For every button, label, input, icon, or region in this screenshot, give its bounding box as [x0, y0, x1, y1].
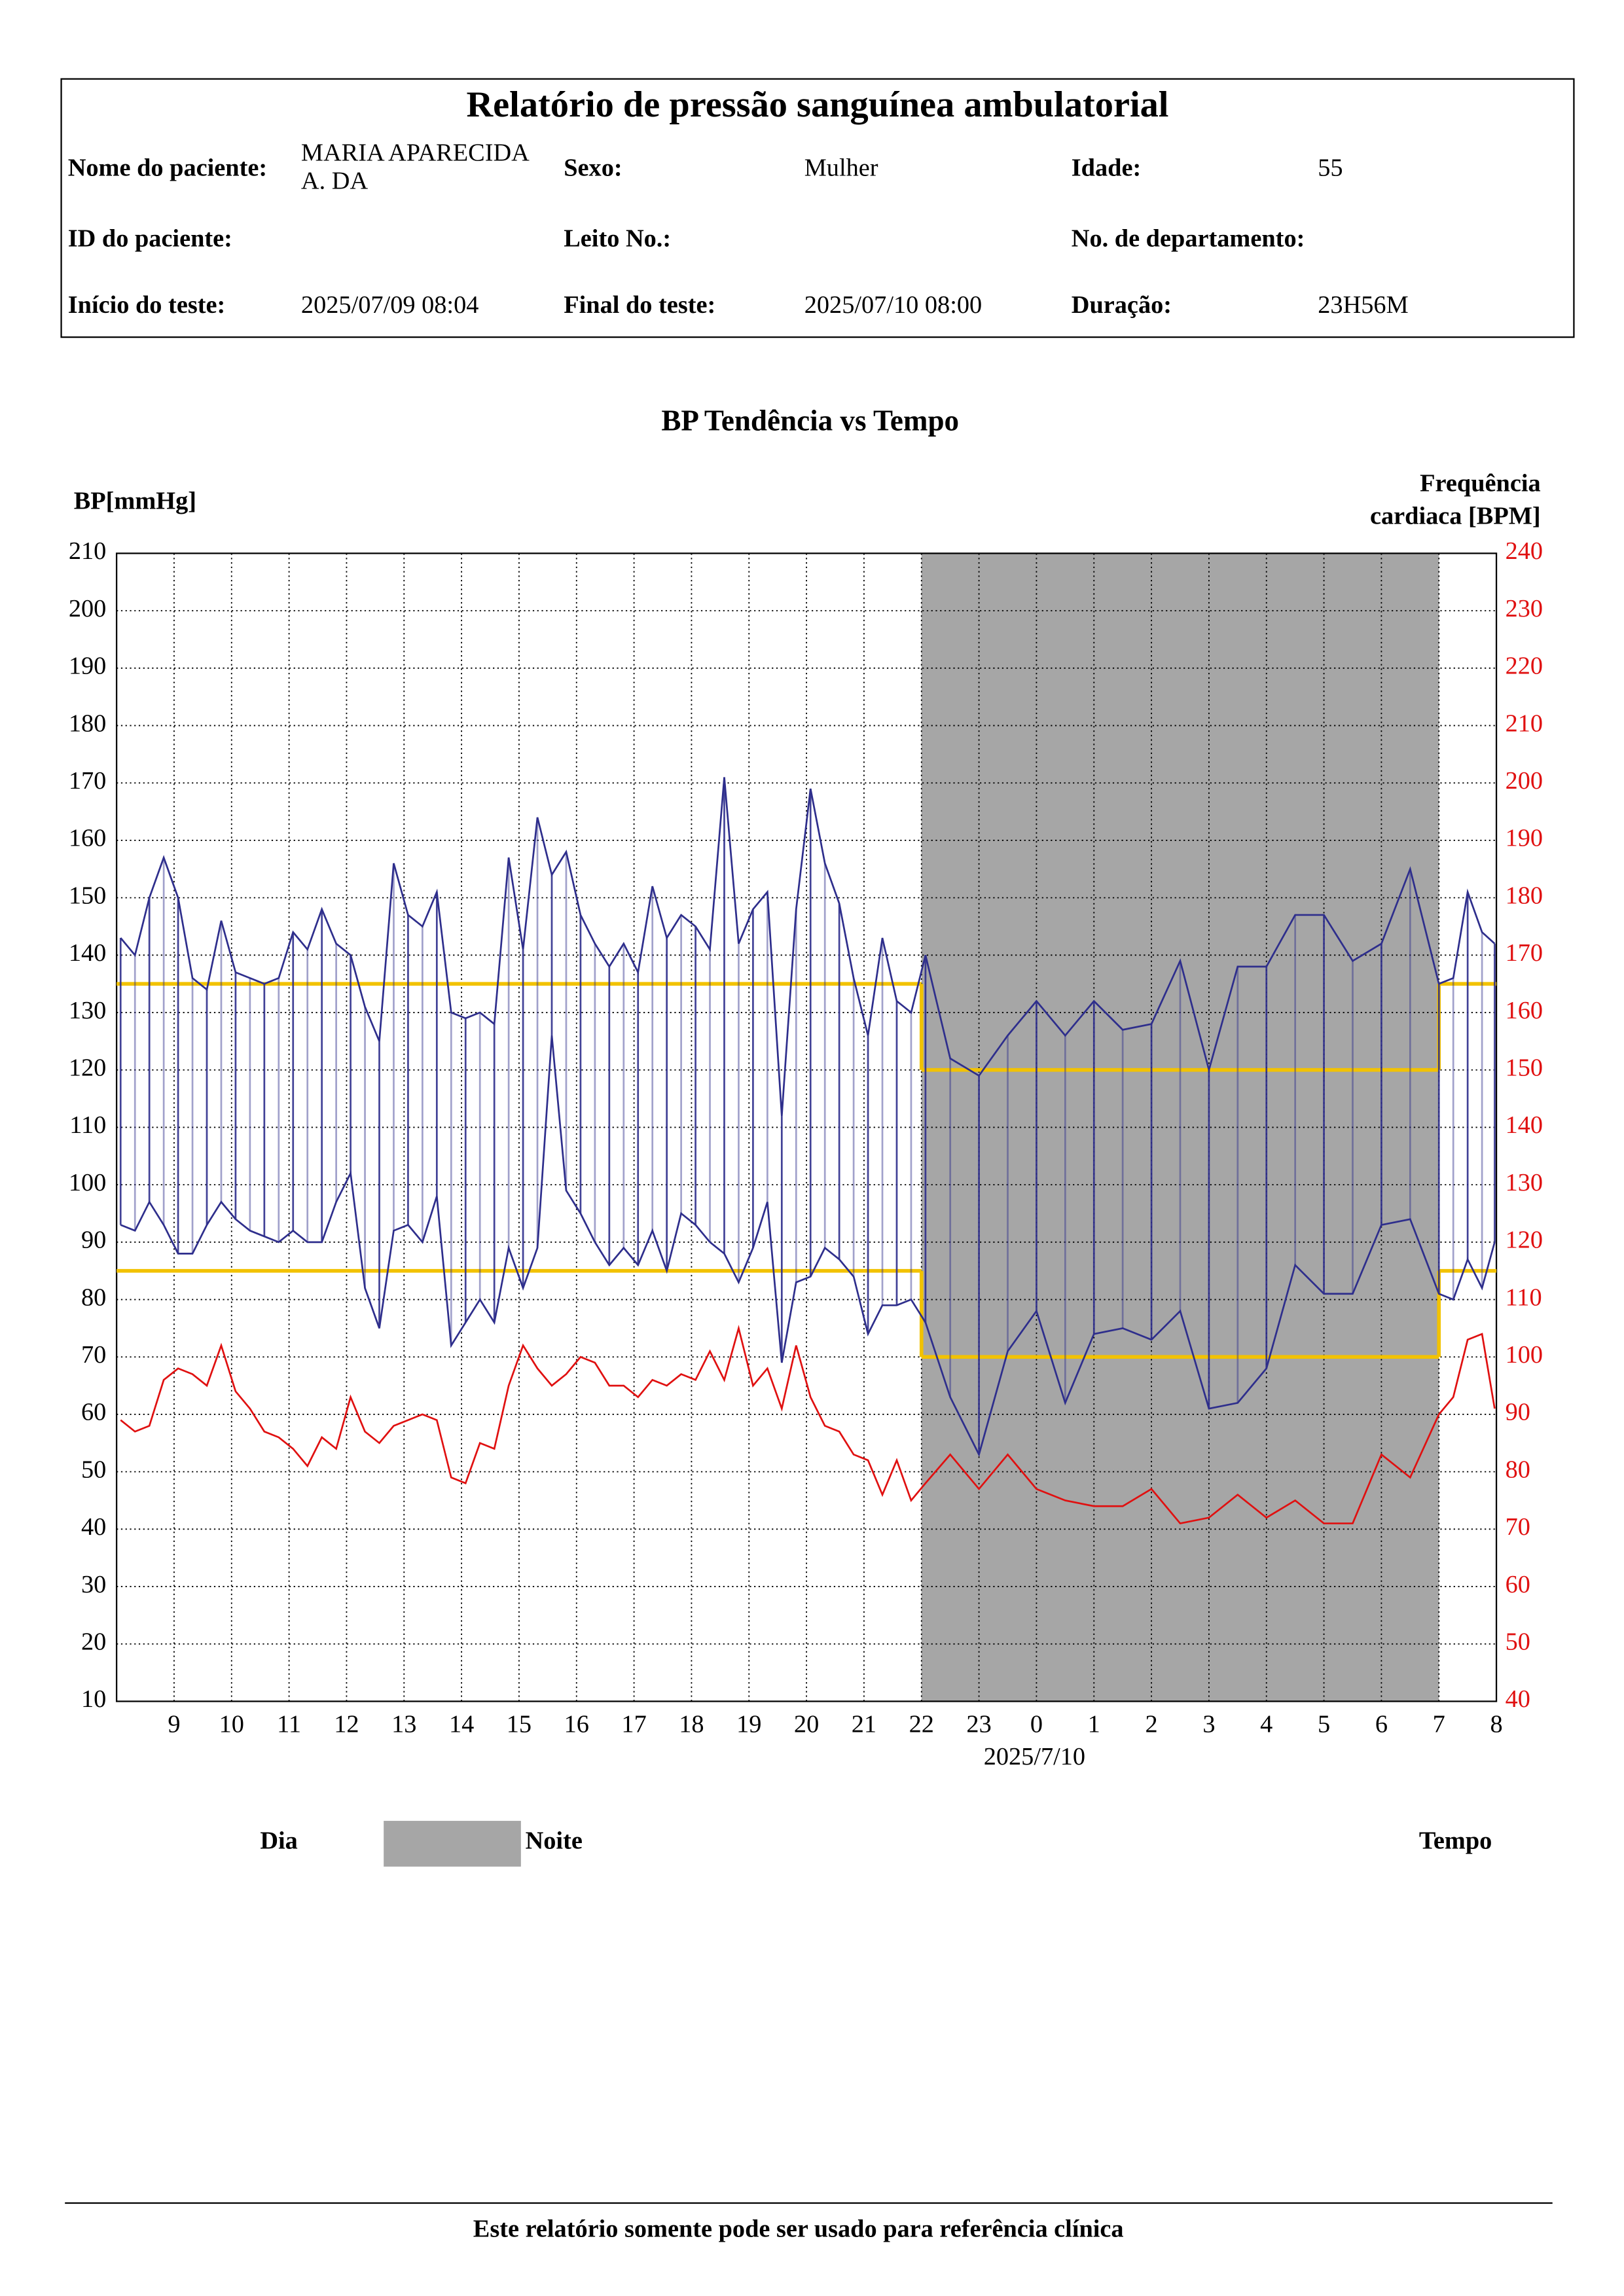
y2-tick-label: 70 — [1506, 1513, 1530, 1541]
x-tick-label: 16 — [564, 1711, 589, 1738]
x-tick-label: 4 — [1260, 1711, 1272, 1738]
field-label: No. de departamento: — [1071, 223, 1305, 252]
y-tick-label: 200 — [69, 595, 106, 622]
y-tick-label: 30 — [81, 1571, 106, 1598]
legend-day: Dia — [260, 1827, 297, 1855]
y2-tick-label: 40 — [1506, 1685, 1530, 1713]
field-label: Duração: — [1071, 290, 1172, 318]
x-tick-label: 20 — [794, 1711, 819, 1738]
x-tick-label: 11 — [277, 1711, 301, 1738]
y2-tick-label: 170 — [1506, 939, 1543, 967]
y-tick-label: 100 — [69, 1169, 106, 1196]
x-axis-label: Tempo — [1419, 1827, 1492, 1855]
field-value: 2025/07/09 08:04 — [300, 290, 479, 318]
field-label: Início do teste: — [67, 290, 226, 318]
y-tick-label: 130 — [69, 997, 106, 1024]
report-title: Relatório de pressão sanguínea ambulator… — [466, 85, 1169, 126]
x-tick-label: 5 — [1318, 1711, 1330, 1738]
field-value: MARIA APARECIDA A. DA — [300, 138, 528, 195]
x-tick-label: 23 — [966, 1711, 991, 1738]
x-tick-label: 0 — [1030, 1711, 1043, 1738]
x-tick-label: 1 — [1088, 1711, 1100, 1738]
x-tick-label: 9 — [168, 1711, 180, 1738]
bp-line — [120, 777, 1496, 1116]
chart-title: BP Tendência vs Tempo — [661, 404, 959, 437]
y2-axis-label: Frequência cardiaca [BPM] — [1369, 469, 1541, 530]
y-tick-label: 170 — [69, 767, 106, 795]
x-tick-label: 10 — [219, 1711, 244, 1738]
x-tick-label: 13 — [391, 1711, 416, 1738]
x-tick-label: 15 — [507, 1711, 532, 1738]
field-value: 23H56M — [1318, 290, 1409, 318]
y2-tick-label: 110 — [1506, 1283, 1542, 1311]
bp-line — [120, 1035, 1496, 1458]
field-label: Leito No.: — [564, 223, 672, 252]
x-tick-label: 14 — [449, 1711, 474, 1738]
x-tick-label: 21 — [852, 1711, 876, 1738]
y2-tick-label: 50 — [1506, 1628, 1530, 1656]
y-tick-label: 40 — [81, 1513, 106, 1541]
y-tick-label: 110 — [69, 1111, 106, 1139]
y2-tick-label: 80 — [1506, 1456, 1530, 1483]
field-value: Mulher — [804, 152, 878, 181]
x-tick-label: 6 — [1375, 1711, 1388, 1738]
y-tick-label: 20 — [81, 1628, 106, 1656]
x-tick-label: 12 — [334, 1711, 359, 1738]
y-tick-label: 210 — [69, 537, 106, 565]
y2-tick-label: 100 — [1506, 1341, 1543, 1369]
field-value: 2025/07/10 08:00 — [804, 290, 983, 318]
y2-tick-label: 220 — [1506, 653, 1543, 680]
field-label: Idade: — [1071, 152, 1142, 181]
y2-tick-label: 190 — [1506, 825, 1543, 852]
y-tick-label: 150 — [69, 882, 106, 909]
legend-night-swatch — [384, 1821, 521, 1867]
field-label: Final do teste: — [564, 290, 716, 318]
field-label: Sexo: — [564, 152, 623, 181]
y2-tick-label: 60 — [1506, 1571, 1530, 1598]
x-tick-label: 2 — [1145, 1711, 1157, 1738]
x-tick-label: 19 — [736, 1711, 761, 1738]
y2-tick-label: 180 — [1506, 882, 1543, 909]
y-tick-label: 180 — [69, 709, 106, 737]
y2-tick-label: 200 — [1506, 767, 1543, 795]
y2-tick-label: 150 — [1506, 1054, 1543, 1082]
x-tick-label: 18 — [679, 1711, 704, 1738]
y2-tick-label: 120 — [1506, 1227, 1543, 1254]
y-tick-label: 70 — [81, 1341, 106, 1369]
y-tick-label: 80 — [81, 1283, 106, 1311]
legend-night: Noite — [526, 1827, 583, 1855]
field-label: ID do paciente: — [67, 223, 232, 252]
field-value: 55 — [1318, 152, 1343, 181]
y2-tick-label: 140 — [1506, 1111, 1543, 1139]
plot-frame — [115, 552, 1498, 1702]
header-box — [60, 78, 1575, 338]
y-tick-label: 140 — [69, 939, 106, 967]
x-tick-label: 8 — [1490, 1711, 1502, 1738]
y2-tick-label: 90 — [1506, 1399, 1530, 1426]
y2-tick-label: 210 — [1506, 709, 1543, 737]
y-tick-label: 90 — [81, 1227, 106, 1254]
y-tick-label: 10 — [81, 1685, 106, 1713]
y-tick-label: 160 — [69, 825, 106, 852]
x-tick-label: 3 — [1202, 1711, 1215, 1738]
date-label: 2025/7/10 — [984, 1743, 1085, 1770]
footer-note: Este relatório somente pode ser usado pa… — [473, 2215, 1124, 2243]
field-label: Nome do paciente: — [67, 152, 268, 181]
y2-tick-label: 230 — [1506, 595, 1543, 622]
y-tick-label: 120 — [69, 1054, 106, 1082]
y-tick-label: 50 — [81, 1456, 106, 1483]
x-tick-label: 22 — [909, 1711, 934, 1738]
y2-tick-label: 160 — [1506, 997, 1543, 1024]
y2-tick-label: 240 — [1506, 537, 1543, 565]
y-axis-label: BP[mmHg] — [74, 488, 196, 515]
x-tick-label: 17 — [621, 1711, 646, 1738]
x-tick-label: 7 — [1433, 1711, 1445, 1738]
y-tick-label: 190 — [69, 653, 106, 680]
y2-tick-label: 130 — [1506, 1169, 1543, 1196]
heart-rate-line — [120, 1325, 1496, 1525]
y-tick-label: 60 — [81, 1399, 106, 1426]
